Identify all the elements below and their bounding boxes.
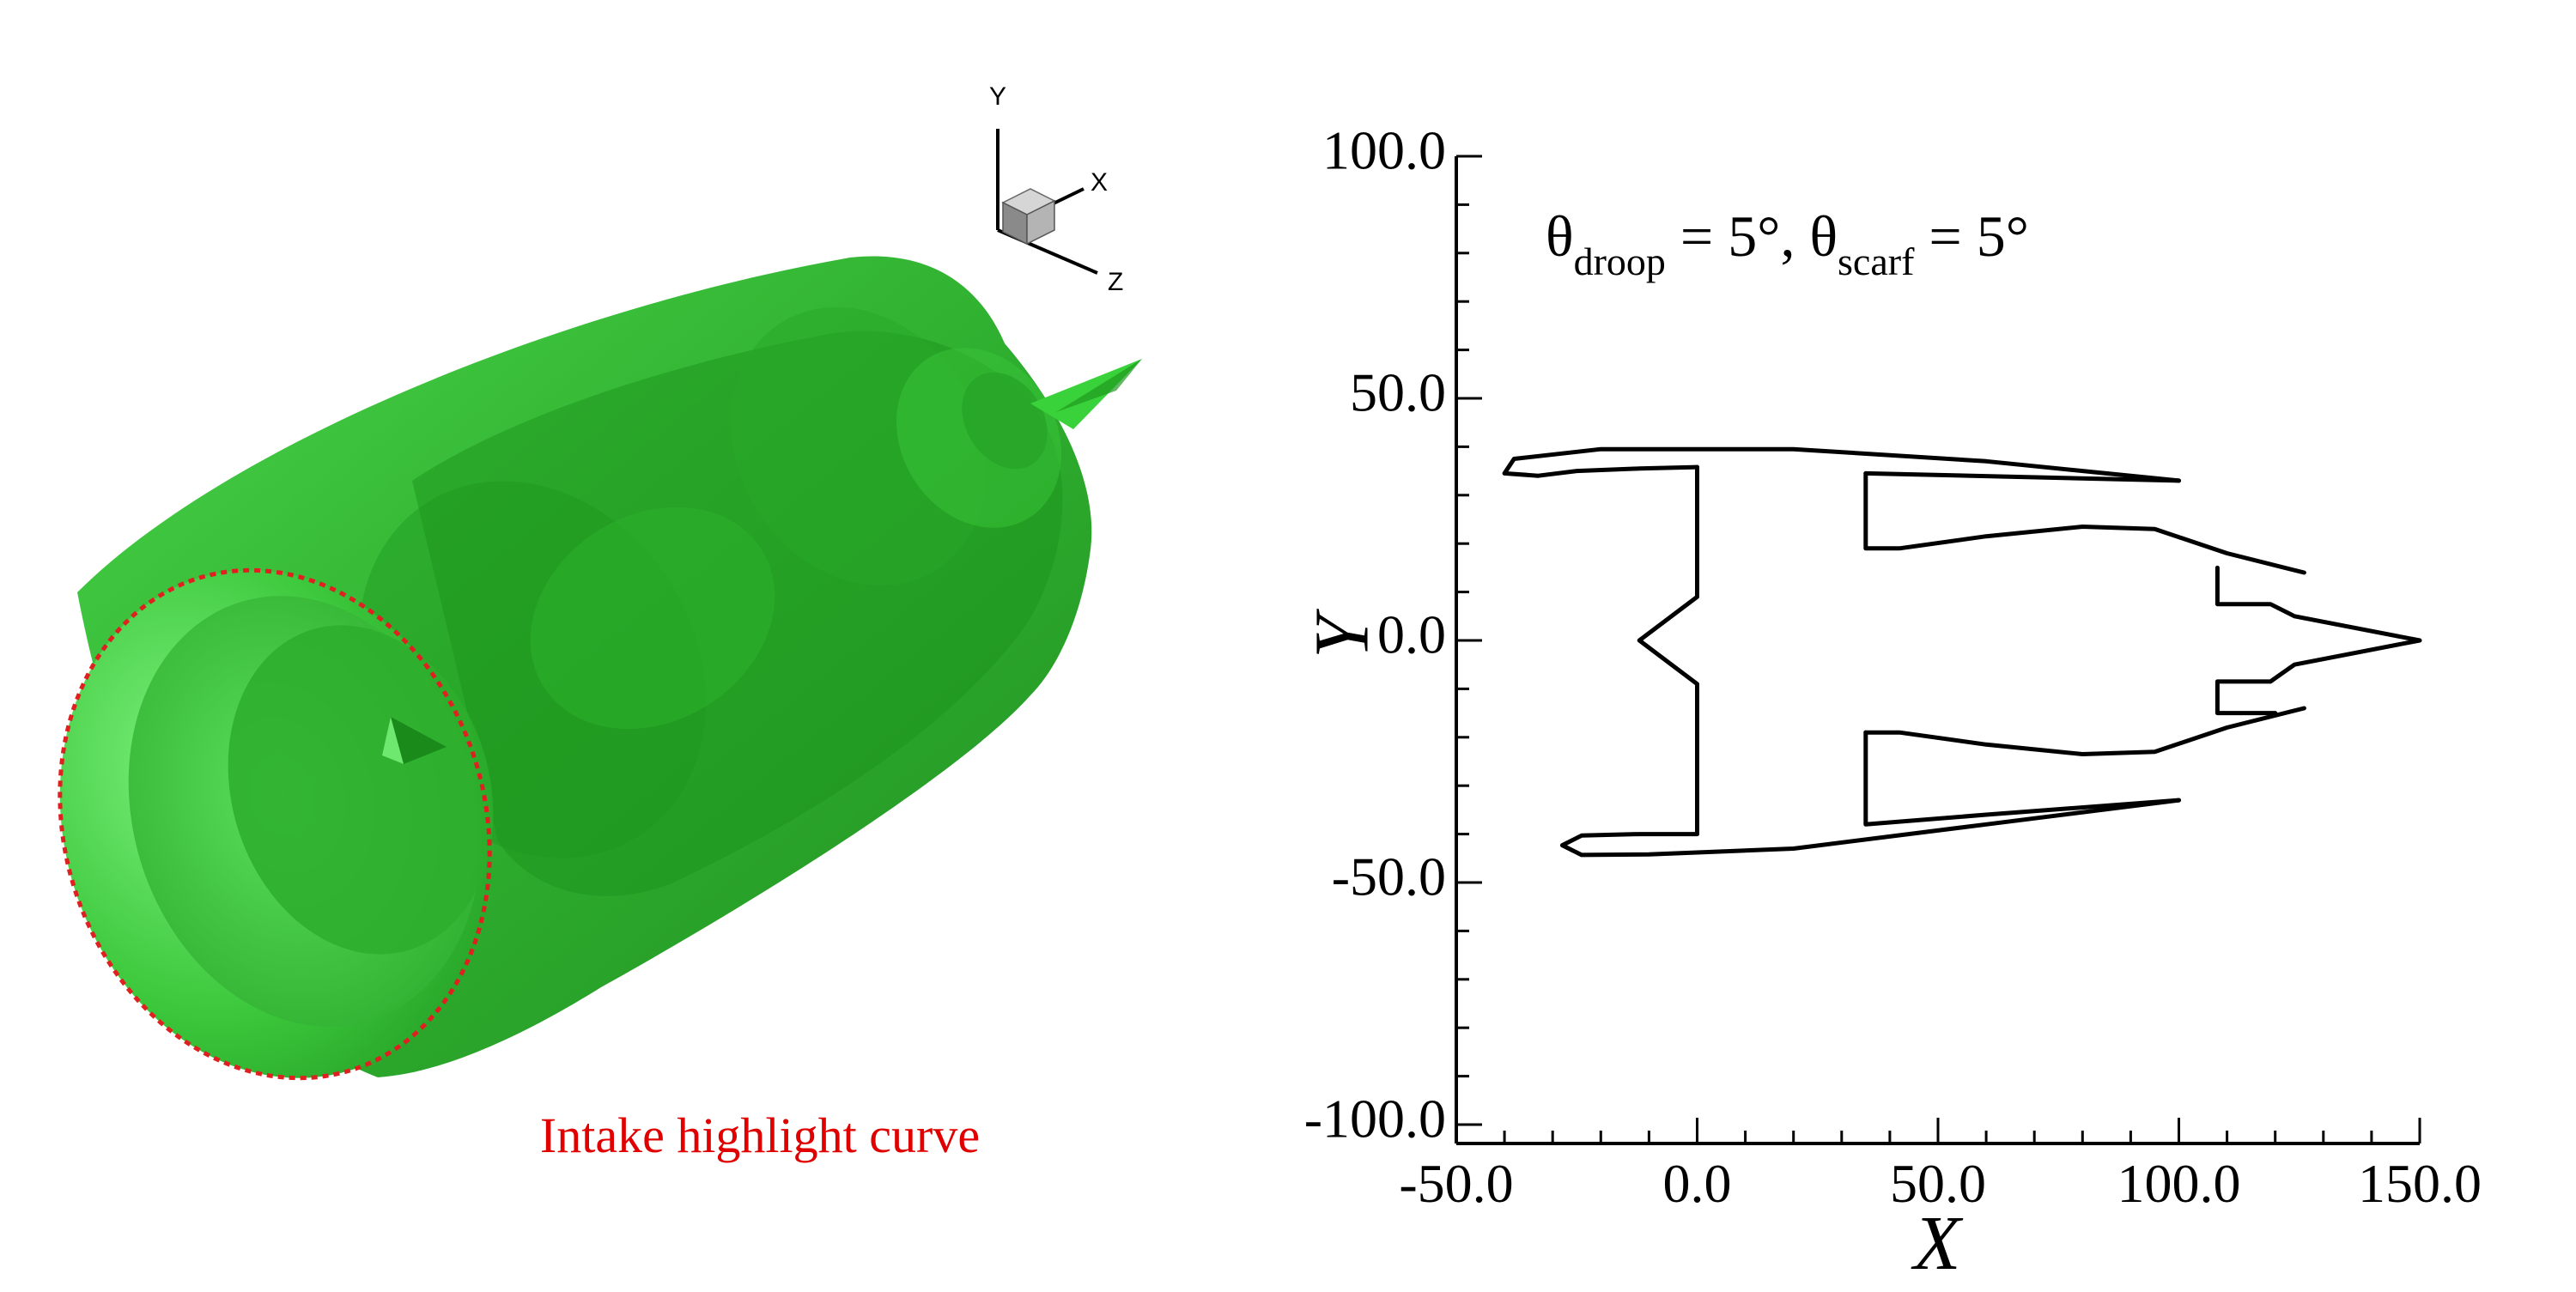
profile-chart: θdroop = 5°, θscarf = 5° Y X -100.0-50.0…	[1300, 120, 2482, 1286]
y-tick-label: -100.0	[1304, 1089, 1446, 1149]
annotation-end: = 5°	[1914, 203, 2029, 269]
triad-x-label: X	[1091, 168, 1108, 197]
core-nozzle	[962, 372, 1048, 470]
annotation-sub-droop: droop	[1574, 240, 1666, 283]
x-tick-label: 50.0	[1890, 1153, 1986, 1214]
x-axis-title: X	[1911, 1201, 1964, 1286]
annotation-sub-scarf: scarf	[1838, 240, 1915, 283]
y-tick-label: 0.0	[1377, 604, 1446, 665]
x-tick-label: 150.0	[2358, 1153, 2482, 1214]
triad-y-label: Y	[989, 82, 1006, 111]
nacelle-profile-curve	[2215, 565, 2422, 716]
y-axis-title: Y	[1300, 608, 1385, 658]
intake-highlight-curve	[58, 567, 492, 1081]
y-tick-label: -50.0	[1332, 846, 1446, 907]
nacelle-profile-curve	[1559, 464, 2181, 858]
nacelle-profile-curve	[1863, 730, 2181, 827]
triad-z-label: Z	[1108, 268, 1123, 296]
fan-face	[228, 625, 494, 955]
annotation-theta-1: θ	[1546, 203, 1574, 269]
y-tick-label: 50.0	[1350, 362, 1446, 423]
nacelle-profile-curve	[1502, 446, 2181, 483]
core-ring	[530, 506, 775, 730]
nacelle-profile-curve	[1863, 470, 2306, 575]
highlight-caption: Intake highlight curve	[540, 1107, 980, 1163]
x-tick-label: 0.0	[1663, 1153, 1732, 1214]
nacelle-profile-curve	[1863, 706, 2306, 756]
triad-cube	[1001, 188, 1056, 246]
x-tick-label: 100.0	[2117, 1153, 2241, 1214]
x-tick-label: -50.0	[1399, 1153, 1513, 1214]
nacelle-profile-curve	[1863, 470, 2181, 483]
tail-cone-shade	[1056, 359, 1142, 412]
axis-triad: Y X Z	[989, 82, 1123, 296]
y-tick-label: 100.0	[1322, 120, 1446, 181]
annotation-mid: = 5°, θ	[1666, 203, 1838, 269]
nacelle-3d-view	[58, 256, 1142, 1081]
spinner-highlight	[382, 717, 404, 764]
chart-annotation: θdroop = 5°, θscarf = 5°	[1546, 203, 2029, 283]
